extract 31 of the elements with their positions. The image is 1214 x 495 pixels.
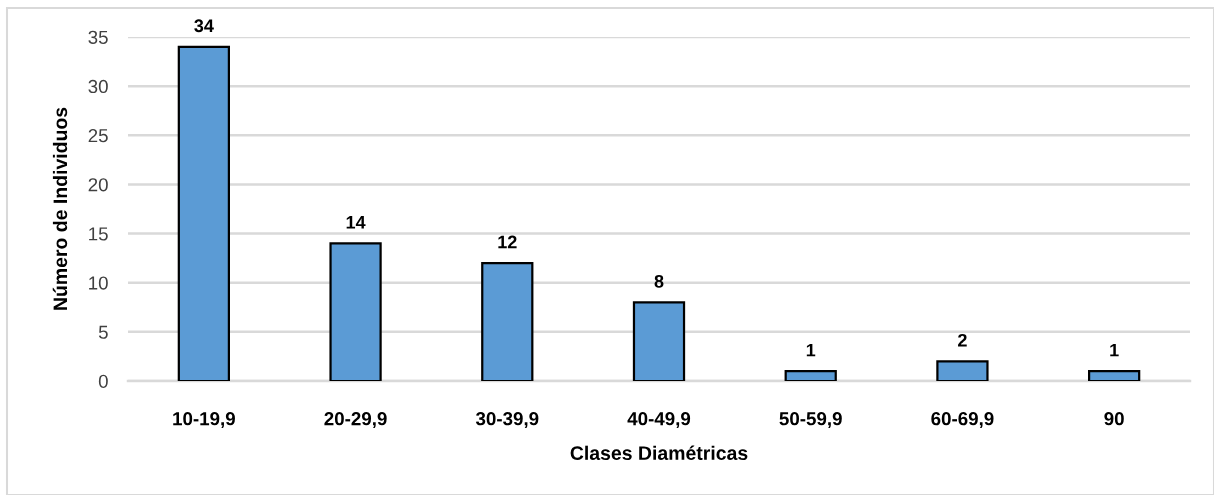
y-tick-label: 20 — [88, 178, 108, 192]
y-tick-label: 0 — [98, 374, 108, 388]
x-tick-label: 10-19,9 — [173, 412, 235, 429]
y-tick-label: 35 — [88, 30, 108, 44]
y-tick-label: 15 — [89, 227, 108, 241]
y-tick-label: 30 — [88, 79, 108, 94]
y-tick-label: 5 — [98, 325, 108, 339]
data-label: 8 — [654, 274, 664, 288]
data-label: 1 — [1110, 343, 1119, 357]
data-label: 14 — [346, 216, 366, 229]
x-tick-label: 30-39,9 — [475, 412, 539, 429]
x-axis-title: Clases Diamétricas — [570, 445, 748, 460]
bar — [481, 261, 534, 381]
bar — [784, 370, 837, 381]
y-tick-label: 25 — [88, 128, 108, 143]
x-tick-label: 50-59,9 — [779, 412, 842, 429]
bar — [936, 360, 989, 381]
bar — [177, 45, 230, 381]
x-tick-label: 40-49,9 — [627, 412, 691, 429]
data-label: 1 — [806, 343, 816, 357]
bar — [1088, 370, 1141, 381]
bar — [329, 242, 382, 381]
data-label: 2 — [958, 333, 967, 347]
data-label: 34 — [194, 19, 214, 33]
data-label: 12 — [498, 235, 517, 249]
y-axis-title: Número de Individuos — [52, 107, 68, 310]
x-tick-label: 60-69,9 — [931, 412, 994, 429]
x-tick-label: 90 — [1104, 412, 1124, 426]
bar — [632, 301, 686, 381]
y-tick-label: 10 — [89, 276, 108, 290]
x-tick-label: 20-29,9 — [324, 412, 387, 429]
